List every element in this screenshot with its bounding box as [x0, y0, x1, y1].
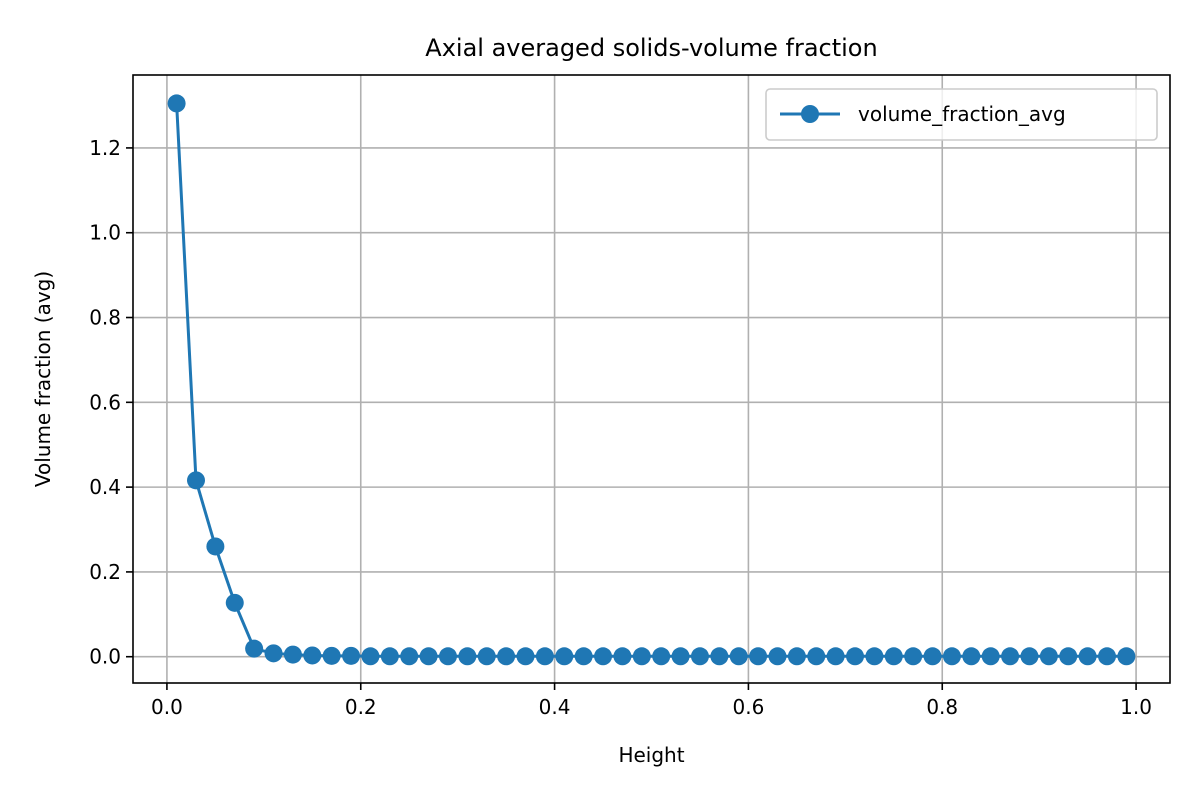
data-point — [458, 647, 477, 666]
data-point — [283, 645, 302, 664]
y-tick-label: 0.0 — [89, 645, 121, 669]
data-point — [632, 647, 651, 666]
data-point — [884, 647, 903, 666]
data-point — [400, 647, 419, 666]
x-tick-label: 1.0 — [1120, 695, 1152, 719]
data-point — [516, 647, 535, 666]
data-point — [749, 647, 768, 666]
data-point — [846, 647, 865, 666]
data-point — [206, 537, 225, 556]
data-point — [613, 647, 632, 666]
y-axis-label: Volume fraction (avg) — [31, 271, 55, 487]
data-point — [923, 647, 942, 666]
x-axis-label: Height — [618, 743, 684, 767]
data-point — [729, 647, 748, 666]
data-point — [264, 644, 283, 663]
series-layer — [167, 94, 1136, 666]
data-point — [361, 647, 380, 666]
x-tick-label: 0.4 — [539, 695, 571, 719]
data-point — [594, 647, 613, 666]
y-tick-label: 0.8 — [89, 306, 121, 330]
data-point — [438, 647, 457, 666]
data-point — [710, 647, 729, 666]
x-tick-label: 0.8 — [926, 695, 958, 719]
chart-title: Axial averaged solids-volume fraction — [425, 34, 877, 62]
data-point — [768, 647, 787, 666]
data-point — [419, 647, 438, 666]
data-point — [807, 647, 826, 666]
data-point — [186, 471, 205, 490]
x-tick-label: 0.2 — [345, 695, 377, 719]
legend: volume_fraction_avg — [765, 88, 1158, 141]
data-point — [1001, 647, 1020, 666]
y-tick-label: 1.2 — [89, 136, 121, 160]
data-point — [380, 647, 399, 666]
data-point — [1078, 647, 1097, 666]
data-point — [690, 647, 709, 666]
data-point — [865, 647, 884, 666]
y-tick-label: 0.4 — [89, 475, 121, 499]
plot-frame — [132, 74, 1171, 684]
data-point — [535, 647, 554, 666]
data-point — [1020, 647, 1039, 666]
data-point — [652, 647, 671, 666]
data-point — [1059, 647, 1078, 666]
y-tick-label: 1.0 — [89, 221, 121, 245]
y-tick-label: 0.2 — [89, 560, 121, 584]
data-point — [322, 646, 341, 665]
legend-label: volume_fraction_avg — [858, 102, 1066, 126]
data-point — [904, 647, 923, 666]
data-point — [826, 647, 845, 666]
data-point — [477, 647, 496, 666]
data-point — [574, 647, 593, 666]
data-point — [303, 646, 322, 665]
data-point — [981, 647, 1000, 666]
data-point — [1098, 647, 1117, 666]
data-point — [787, 647, 806, 666]
data-point — [245, 639, 264, 658]
data-point — [962, 647, 981, 666]
data-point — [671, 647, 690, 666]
data-point — [497, 647, 516, 666]
data-point — [225, 593, 244, 612]
data-point — [1117, 647, 1136, 666]
data-point — [342, 646, 361, 665]
y-tick-label: 0.6 — [89, 390, 121, 414]
data-point — [167, 94, 186, 113]
data-point — [942, 647, 961, 666]
x-tick-label: 0.0 — [151, 695, 183, 719]
legend-frame — [765, 88, 1158, 141]
ticks: 0.0 0.2 0.4 0.6 0.8 1.0 0.0 0.2 0.4 0.6 0.8 1.0 1.2 — [89, 136, 1152, 719]
data-point — [555, 647, 574, 666]
x-tick-label: 0.6 — [733, 695, 765, 719]
data-point — [1039, 647, 1058, 666]
legend-marker-swatch — [801, 105, 819, 123]
